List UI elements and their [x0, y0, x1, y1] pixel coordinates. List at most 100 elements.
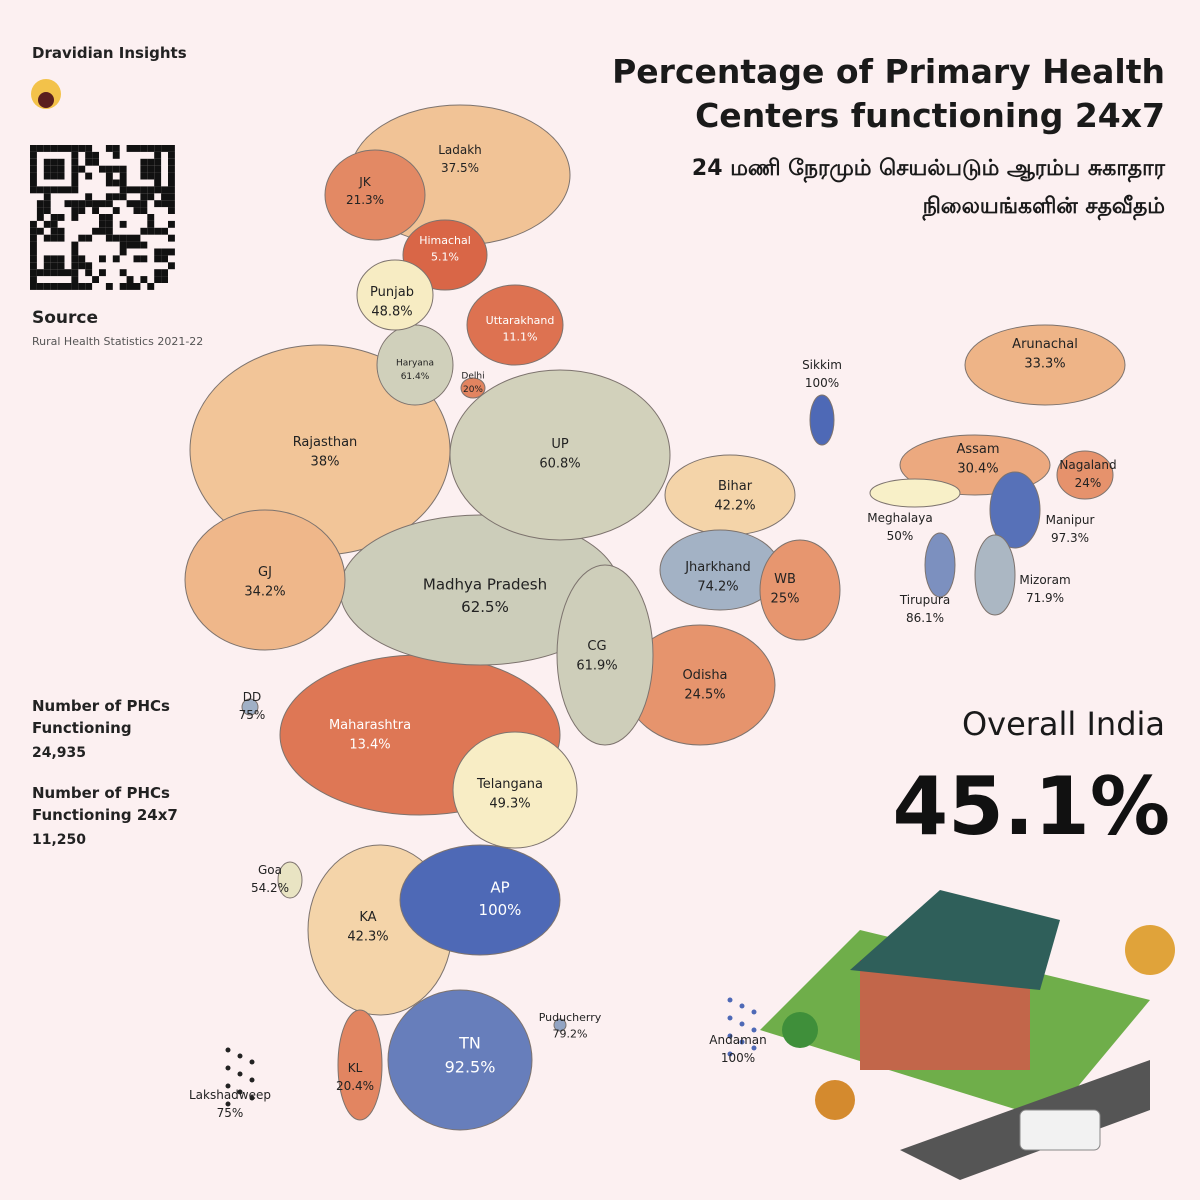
region-name: GJ: [258, 565, 272, 580]
qr-cell: [99, 227, 106, 235]
qr-cell: [85, 200, 93, 208]
qr-cell: [43, 172, 51, 180]
qr-cell: [168, 151, 175, 159]
qr-cell: [119, 269, 127, 277]
region: [337, 1009, 383, 1121]
qr-cell: [154, 186, 162, 194]
qr-cell: [140, 207, 148, 214]
qr-cell: [105, 214, 113, 221]
region-value: 37.5%: [441, 161, 479, 175]
qr-cell: [168, 207, 175, 214]
island: [751, 1045, 757, 1051]
qr-cell: [154, 151, 162, 159]
qr-cell: [71, 248, 79, 256]
island: [237, 1071, 243, 1077]
qr-cell: [126, 186, 134, 194]
qr-cell: [78, 145, 86, 152]
qr-cell: [140, 200, 148, 208]
qr-cell: [119, 234, 127, 242]
qr-cell: [99, 269, 106, 277]
qr-cell: [119, 283, 127, 290]
region-name: Bihar: [718, 479, 753, 494]
island: [739, 1039, 745, 1045]
qr-cell: [126, 145, 134, 152]
qr-cell: [30, 172, 37, 180]
qr-cell: [133, 200, 141, 208]
qr-cell: [161, 255, 168, 263]
qr-cell: [119, 172, 127, 180]
ambulance: [1019, 1109, 1101, 1151]
region: [241, 698, 259, 716]
island: [225, 1047, 231, 1053]
region-value: 20%: [463, 385, 483, 395]
qr-cell: [57, 255, 65, 263]
region: [553, 1018, 567, 1032]
region: [989, 471, 1041, 549]
qr-cell: [36, 186, 44, 194]
island: [225, 1101, 231, 1107]
island: [739, 1021, 745, 1027]
qr-cell: [30, 179, 37, 187]
qr-cell: [57, 158, 65, 166]
region-value: 20.4%: [336, 1079, 374, 1093]
qr-cell: [43, 186, 51, 194]
qr-cell: [105, 165, 113, 173]
qr-cell: [36, 145, 44, 152]
region-name: Haryana: [396, 358, 434, 368]
qr-cell: [119, 220, 127, 228]
qr-cell: [112, 165, 120, 173]
qr-cell: [105, 200, 113, 208]
qr-cell: [78, 255, 86, 263]
qr-cell: [154, 255, 162, 263]
qr-cell: [140, 276, 148, 283]
qr-cell: [36, 227, 44, 235]
qr-cell: [161, 145, 168, 152]
qr-cell: [154, 158, 162, 166]
qr-cell: [57, 172, 65, 180]
region-name: JK: [358, 175, 372, 189]
qr-cell: [30, 255, 37, 263]
qr-code: [30, 145, 175, 290]
region-name: Uttarakhand: [486, 314, 555, 327]
brand: Dravidian Insights: [32, 44, 187, 62]
qr-cell: [168, 200, 175, 208]
qr-cell: [43, 269, 51, 277]
region-value: 60.8%: [539, 457, 580, 472]
qr-cell: [57, 214, 65, 221]
qr-cell: [140, 186, 148, 194]
qr-cell: [154, 227, 162, 235]
region-name: DD: [243, 690, 261, 704]
qr-cell: [71, 262, 79, 270]
region-value: 38%: [311, 455, 340, 470]
qr-cell: [147, 165, 155, 173]
qr-cell: [85, 172, 93, 180]
qr-cell: [64, 269, 72, 277]
qr-cell: [57, 165, 65, 173]
region: [399, 844, 561, 956]
region-name: Assam: [956, 442, 999, 457]
qr-cell: [161, 227, 168, 235]
qr-cell: [85, 151, 93, 159]
qr-cell: [112, 255, 120, 263]
qr-cell: [71, 276, 79, 283]
source-text: Rural Health Statistics 2021-22: [32, 335, 204, 348]
stat-value: 24,935: [32, 745, 87, 761]
qr-cell: [71, 179, 79, 187]
qr-cell: [105, 220, 113, 228]
qr-cell: [112, 151, 120, 159]
qr-cell: [147, 158, 155, 166]
qr-cell: [71, 207, 79, 214]
qr-cell: [105, 234, 113, 242]
region: [924, 532, 956, 598]
qr-cell: [43, 200, 51, 208]
region-value: 11.1%: [503, 331, 538, 344]
logo: [31, 79, 61, 109]
qr-cell: [126, 234, 134, 242]
island: [225, 1065, 231, 1071]
qr-cell: [30, 248, 37, 256]
tree: [815, 1080, 855, 1120]
qr-cell: [140, 158, 148, 166]
region: [809, 394, 835, 446]
qr-cell: [57, 145, 65, 152]
region-name: WB: [774, 572, 796, 587]
